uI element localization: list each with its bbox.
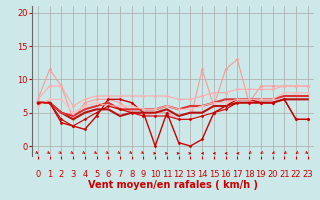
X-axis label: Vent moyen/en rafales ( km/h ): Vent moyen/en rafales ( km/h ) bbox=[88, 180, 258, 190]
